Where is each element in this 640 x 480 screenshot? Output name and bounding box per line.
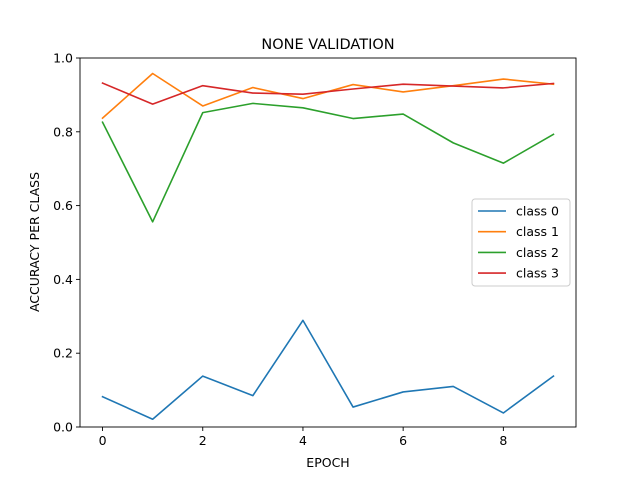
plot-area: 0 2 4 6 8 0.0 0.2 0.4 0.6 0.8 1.0 <box>53 51 577 448</box>
series-line-class-2 <box>101 102 555 223</box>
y-tick-label: 0.4 <box>53 272 73 287</box>
x-tick-label: 4 <box>299 433 307 448</box>
chart-title: NONE VALIDATION <box>261 37 394 53</box>
y-axis-label: ACCURACY PER CLASS <box>27 172 42 312</box>
y-tick-label: 0.0 <box>53 420 73 435</box>
legend-box <box>471 198 571 287</box>
x-tick-label: 6 <box>399 433 407 448</box>
y-tick-label: 0.8 <box>53 124 73 139</box>
x-tick-label: 2 <box>199 433 207 448</box>
axes-frame <box>79 57 577 428</box>
x-axis-label: EPOCH <box>306 455 349 470</box>
legend-label: class 0 <box>516 204 559 219</box>
legend: class 0 class 1 class 2 class 3 <box>471 198 571 287</box>
x-tick-label: 8 <box>499 433 507 448</box>
legend-label: class 1 <box>516 224 559 239</box>
series-line-class-3 <box>101 82 555 105</box>
legend-label: class 2 <box>516 245 559 260</box>
y-tick-label: 1.0 <box>53 51 73 66</box>
y-tick-label: 0.2 <box>53 346 73 361</box>
legend-label: class 3 <box>516 266 559 281</box>
x-tick-label: 0 <box>99 433 107 448</box>
series-line-class-0 <box>101 319 555 421</box>
y-tick-label: 0.6 <box>53 198 73 213</box>
